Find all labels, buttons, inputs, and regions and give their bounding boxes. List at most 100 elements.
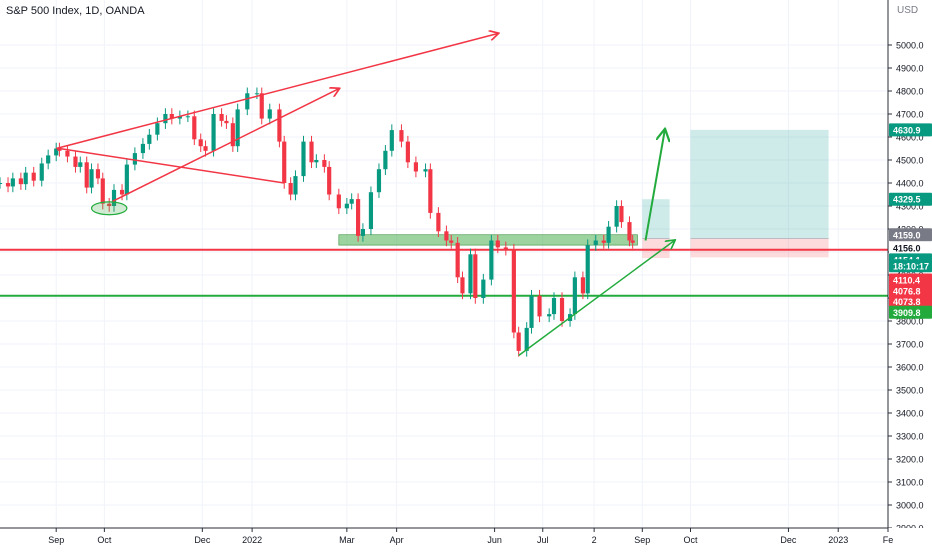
price-tick-label: 4600.0: [896, 133, 924, 143]
candle-body: [389, 130, 394, 151]
candle-body: [46, 155, 51, 164]
candle-body: [230, 123, 235, 147]
candle-body: [140, 143, 146, 154]
candle-body: [254, 93, 260, 95]
candle-body: [124, 164, 129, 195]
chart-title: S&P 500 Index, 1D, OANDA: [6, 5, 145, 17]
zone-5: [642, 238, 670, 259]
candle-body: [551, 298, 557, 315]
candle-body: [495, 240, 500, 248]
candle-body: [235, 109, 240, 147]
candle-body: [537, 295, 542, 317]
price-tag: [889, 192, 932, 206]
candle-body: [100, 178, 105, 204]
ellipse-highlight: [90, 201, 128, 216]
candle-body: [23, 172, 28, 185]
time-tick-label: Oct: [97, 535, 112, 545]
candle-body: [547, 314, 552, 317]
candle-body: [57, 148, 62, 151]
candle-body: [460, 277, 465, 294]
candle-body: [5, 183, 11, 187]
candle-body: [259, 93, 264, 119]
price-tick-label: 4800.0: [896, 87, 924, 97]
candle-body: [267, 109, 272, 119]
candle-body: [529, 295, 534, 328]
price-tick-label: 4400.0: [896, 179, 924, 189]
price-tick-label: 3300.0: [896, 432, 924, 442]
price-tick-label: 3800.0: [896, 317, 924, 327]
time-tick-label: Mar: [339, 535, 355, 545]
candle-body: [349, 199, 354, 204]
candle-body: [245, 93, 250, 110]
candle-body: [516, 332, 521, 351]
candle-body: [39, 163, 44, 181]
candle-body: [383, 150, 388, 170]
trendline-4: [518, 241, 675, 357]
candle-body: [413, 162, 418, 172]
price-tick-label: 3400.0: [896, 409, 924, 419]
candle-body: [198, 139, 203, 147]
price-tag: [889, 294, 932, 308]
trendline-1: [56, 34, 498, 150]
candle-body: [524, 327, 529, 351]
candle-body: [455, 242, 460, 278]
price-tag-label: 18:10:17: [893, 261, 929, 271]
candle-body: [405, 141, 410, 163]
candle-body: [282, 141, 287, 183]
trendline-2: [112, 89, 338, 203]
candle-body: [132, 153, 137, 165]
candle-body: [65, 150, 70, 157]
candle-body: [360, 229, 365, 236]
candle-body: [585, 245, 590, 294]
candle-body: [572, 277, 577, 315]
candle-body: [147, 134, 152, 144]
price-tag: [889, 284, 932, 298]
candle-body: [18, 178, 23, 185]
candle-body: [614, 206, 619, 227]
price-tag-label: 4159.0: [893, 230, 921, 240]
candle-body: [288, 183, 293, 195]
candle-body: [593, 240, 598, 246]
price-tick-label: 3700.0: [896, 340, 924, 350]
candle-body: [277, 109, 282, 142]
candle-body: [10, 178, 15, 187]
candle-body: [314, 160, 319, 163]
price-tag-label: 4076.8: [893, 287, 921, 297]
price-tag-label: 4329.5: [893, 195, 921, 205]
candle-body: [344, 203, 349, 209]
time-tick-label: Sep: [48, 535, 64, 545]
candle-body: [224, 120, 229, 124]
time-tick-label: Fe: [883, 535, 894, 545]
candle-body: [119, 189, 125, 195]
candle-body: [489, 240, 494, 280]
candle-body: [107, 203, 112, 206]
projection-arrow: [644, 130, 665, 241]
candle-body: [449, 240, 454, 243]
candle-body: [468, 254, 473, 294]
candle-body: [78, 162, 83, 167]
price-tag-label: 4110.4: [893, 276, 920, 286]
time-axis-bg: [0, 528, 932, 550]
candle-body: [54, 148, 59, 156]
candle-body: [511, 249, 516, 333]
price-tick-label: 5000.0: [896, 41, 924, 51]
candle-body: [473, 254, 478, 298]
candle-body: [211, 114, 216, 151]
price-tick-label: 3100.0: [896, 478, 924, 488]
price-tag: [889, 273, 932, 287]
candle-body: [619, 206, 624, 223]
candle-body: [0, 183, 3, 184]
time-tick-label: 2: [592, 535, 597, 545]
price-tick-label: 4300.0: [896, 202, 924, 212]
time-tick-label: Sep: [634, 535, 650, 545]
candle-body: [155, 123, 160, 135]
price-tick-label: 3600.0: [896, 363, 924, 373]
candle-body: [327, 166, 332, 195]
candle-body: [580, 277, 585, 294]
candle-body: [111, 189, 117, 206]
price-tick-label: 3500.0: [896, 386, 924, 396]
candle-body: [436, 212, 441, 232]
time-tick-label: Jul: [537, 535, 549, 545]
